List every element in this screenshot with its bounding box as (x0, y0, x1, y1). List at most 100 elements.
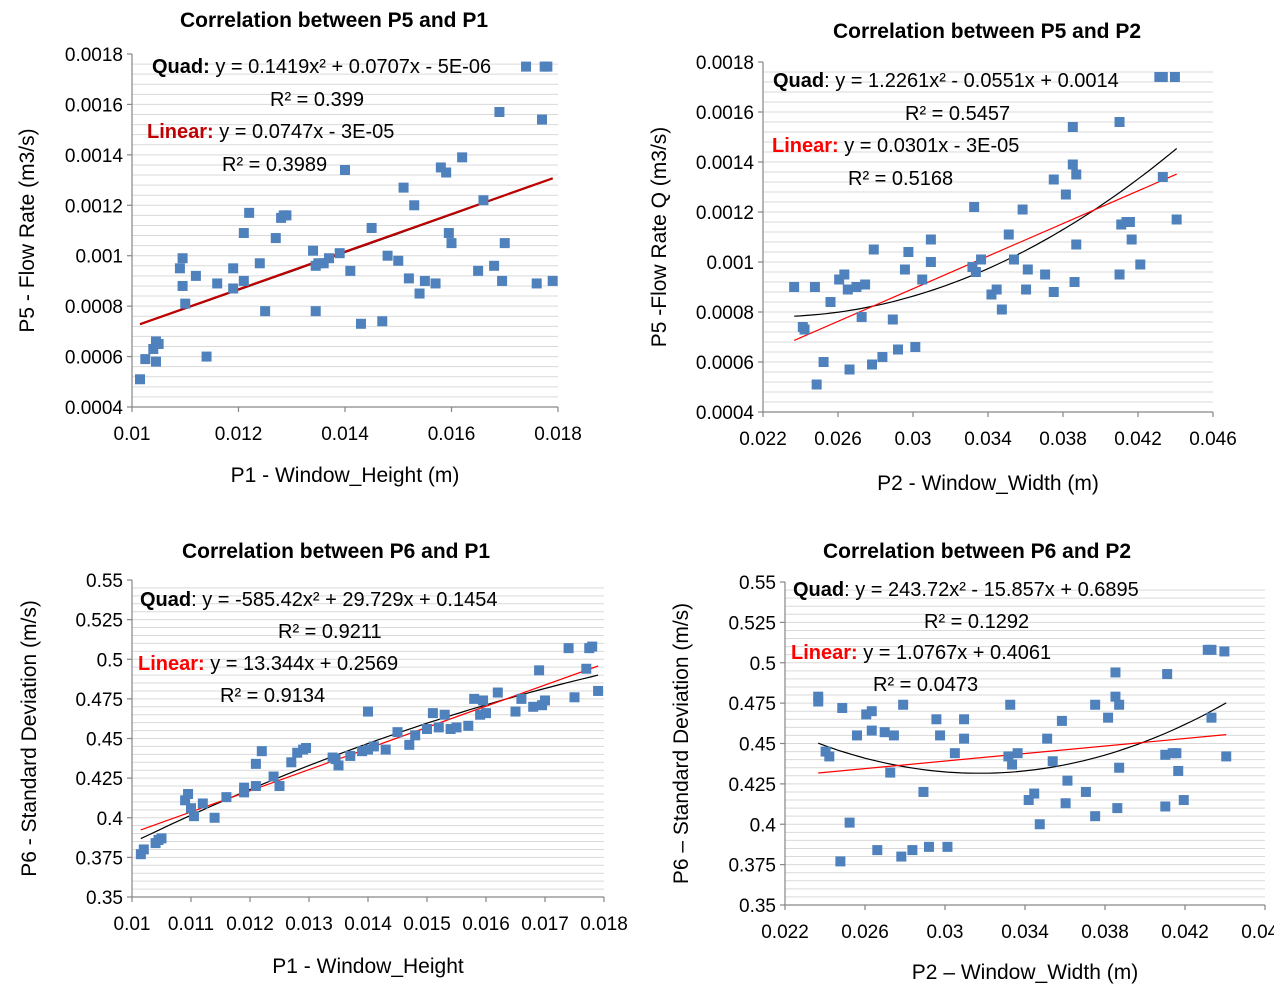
data-point (856, 312, 867, 322)
x-tick-label: 0.014 (344, 914, 392, 935)
data-point (885, 767, 896, 778)
data-point (789, 282, 800, 292)
linear-equation: Linear: y = 13.344x + 0.2569 (138, 653, 398, 675)
data-point (489, 260, 500, 271)
quadratic-trendline (817, 702, 1227, 774)
y-tick-label: 0.0018 (65, 45, 123, 66)
data-point (313, 258, 324, 269)
data-point (898, 699, 909, 710)
data-point (478, 195, 489, 206)
data-point (1171, 748, 1182, 759)
x-tick-label: 0.03 (927, 922, 964, 943)
data-point (976, 254, 987, 265)
x-tick-label: 0.038 (1039, 429, 1087, 450)
data-point (942, 841, 953, 852)
linear-r-squared: R² = 0.0473 (873, 674, 978, 696)
x-tick-label: 0.018 (580, 914, 628, 935)
quad-r-squared: R² = 0.5457 (905, 103, 1010, 125)
y-tick-label: 0.0004 (696, 403, 755, 424)
data-point (924, 841, 934, 852)
data-point (398, 182, 409, 193)
y-tick-label: 0.0014 (696, 153, 755, 174)
data-point (825, 297, 836, 307)
data-point (497, 275, 508, 286)
quad-equation: Quad: y = -585.42x² + 29.729x + 0.1454 (140, 589, 497, 611)
data-point (1112, 803, 1123, 814)
data-point (469, 693, 480, 704)
data-point (177, 253, 188, 264)
x-tick-label: 0.042 (1114, 429, 1162, 450)
chart-1: 0.0004 0.0006 0.0008 0.001 0.0012 0.0014 0.001… (16, 9, 582, 487)
data-point (534, 665, 545, 676)
y-tick-label: 0.0008 (65, 297, 123, 318)
chart-title: Correlation between P5 and P1 (180, 9, 488, 32)
data-point (1005, 699, 1016, 710)
data-point (138, 844, 149, 855)
data-point (1157, 172, 1168, 182)
data-point (1114, 699, 1125, 710)
y-axis-label: P5 -Flow Rate Q (m3/s) (648, 127, 671, 348)
data-point (1110, 667, 1121, 678)
data-point (887, 314, 898, 325)
data-point (1114, 762, 1125, 773)
x-tick-label: 0.018 (534, 424, 582, 445)
data-point (457, 152, 468, 163)
data-point (333, 760, 344, 771)
linear-label: Linear: (138, 653, 205, 675)
data-point (925, 257, 936, 267)
linear-formula: y = 0.0747x - 3E-05 (214, 121, 395, 143)
data-point (866, 706, 877, 717)
data-point (1169, 72, 1180, 82)
data-point (540, 695, 550, 706)
x-tick-label: 0.012 (215, 424, 263, 445)
x-tick-label: 0.012 (226, 914, 274, 935)
y-tick-label: 0.0004 (65, 398, 124, 419)
data-point (1090, 811, 1101, 822)
data-point (903, 247, 914, 257)
data-point (301, 743, 312, 754)
quad-formula: y = 0.1419x² + 0.0707x - 5E-06 (210, 56, 491, 78)
data-point (414, 288, 425, 299)
x-axis-label: P1 - Window_Height (m) (231, 464, 460, 487)
data-point (1171, 214, 1182, 225)
data-point (842, 284, 853, 295)
y-tick-label: 0.55 (86, 571, 123, 592)
quad-equation: Quad: y = 0.1419x² + 0.0707x - 5E-06 (152, 56, 491, 78)
linear-trendline (139, 177, 554, 326)
data-point (404, 739, 415, 750)
y-axis-label: P6 - Standard Deviation (m/s) (18, 600, 41, 877)
data-point (935, 730, 946, 741)
data-point (330, 754, 341, 765)
quad-label: Quad (793, 579, 844, 601)
chart-title: Correlation between P6 and P1 (182, 540, 490, 563)
data-point (156, 833, 167, 844)
data-point (593, 685, 604, 696)
data-point (409, 200, 420, 211)
y-tick-label: 0.525 (75, 611, 123, 632)
y-tick-label: 0.0006 (696, 353, 754, 374)
y-tick-label: 0.425 (75, 769, 123, 790)
data-point (363, 744, 373, 755)
data-point (419, 275, 430, 286)
chart-title: Correlation between P5 and P2 (833, 20, 1141, 43)
data-point (516, 693, 527, 704)
data-point (991, 284, 1002, 295)
data-point (1219, 646, 1230, 657)
data-point (949, 748, 960, 759)
data-point (1021, 284, 1032, 295)
data-point (1206, 712, 1217, 723)
data-point (1221, 751, 1232, 762)
quadratic-trendline (794, 148, 1178, 317)
y-tick-label: 0.001 (706, 253, 754, 274)
data-point (839, 269, 850, 280)
data-point (907, 845, 918, 856)
data-point (238, 228, 249, 239)
y-tick-label: 0.425 (728, 775, 776, 796)
quad-equation: Quad: y = 243.72x² - 15.857x + 0.6895 (793, 579, 1139, 601)
data-point (473, 265, 484, 276)
data-point (1080, 786, 1091, 797)
x-axis-label: P2 – Window_Width (m) (912, 961, 1138, 984)
data-point (867, 359, 878, 370)
linear-equation: Linear: y = 1.0767x + 0.4061 (791, 642, 1051, 664)
